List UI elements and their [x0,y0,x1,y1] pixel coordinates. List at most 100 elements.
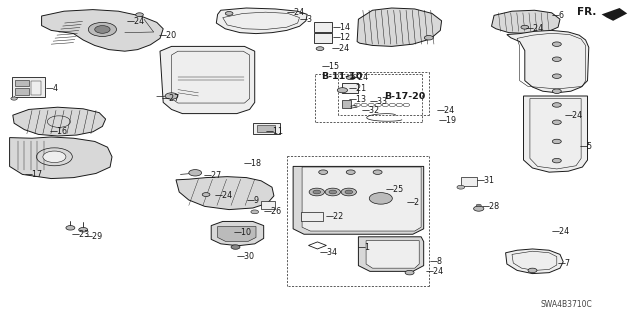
Bar [253,123,280,134]
Polygon shape [492,10,560,34]
Text: —15: —15 [321,62,339,71]
Circle shape [521,25,529,29]
Text: —10: —10 [234,228,252,237]
Circle shape [95,26,110,33]
Bar [261,201,275,209]
Circle shape [313,190,321,194]
Circle shape [552,120,561,124]
Circle shape [405,270,414,275]
Circle shape [79,228,88,232]
Circle shape [424,36,433,40]
Text: —14: —14 [333,23,351,32]
Circle shape [345,190,353,194]
Circle shape [341,188,356,196]
Text: —9: —9 [246,196,260,205]
Circle shape [189,170,202,176]
Text: —2: —2 [407,198,420,207]
Text: B-17-20: B-17-20 [384,92,425,101]
Text: —24: —24 [552,228,570,236]
Text: —24: —24 [436,106,454,115]
Text: —24: —24 [526,24,544,33]
Text: —16: —16 [50,127,68,136]
Text: —26: —26 [264,207,282,216]
Text: —22: —22 [325,212,344,221]
Polygon shape [342,100,351,108]
Text: —24: —24 [564,111,582,120]
Text: —24: —24 [426,267,444,276]
Text: —27: —27 [204,171,222,180]
Bar [342,83,358,93]
Bar [314,22,332,32]
Text: —7: —7 [558,259,572,268]
Text: —29: —29 [84,232,103,241]
Circle shape [329,190,337,194]
Circle shape [476,204,481,207]
Circle shape [225,12,233,15]
Text: —27: —27 [161,94,180,103]
Polygon shape [357,8,442,46]
Circle shape [457,185,465,189]
Bar [31,81,41,95]
Text: —8: —8 [430,257,443,266]
Bar [257,125,275,132]
Circle shape [231,245,240,249]
Circle shape [316,47,324,51]
Circle shape [136,13,143,17]
Polygon shape [358,237,424,271]
Circle shape [43,151,66,163]
Text: —25: —25 [385,185,404,194]
Polygon shape [13,107,106,136]
Circle shape [369,193,392,204]
Text: —31: —31 [477,176,495,185]
Circle shape [66,226,75,230]
Bar [12,77,45,97]
Bar [15,80,29,86]
Text: —32: —32 [362,106,380,115]
Polygon shape [42,10,163,51]
Text: —34: —34 [320,248,338,257]
Circle shape [309,188,324,196]
Circle shape [474,206,484,211]
Polygon shape [366,241,419,268]
Text: —24: —24 [287,8,305,17]
Circle shape [346,170,355,174]
Text: —23: —23 [72,230,90,239]
Text: —28: —28 [481,202,499,211]
Text: SWA4B3710C: SWA4B3710C [541,300,593,309]
Polygon shape [176,177,274,210]
Circle shape [11,97,17,100]
Circle shape [552,89,561,93]
Polygon shape [302,167,421,231]
Bar [15,88,29,95]
Text: B-11-10: B-11-10 [321,72,362,81]
Circle shape [552,158,561,163]
Polygon shape [216,8,307,34]
Text: —30: —30 [237,252,255,261]
Polygon shape [211,221,264,246]
Polygon shape [293,166,424,234]
Circle shape [552,42,561,46]
Circle shape [373,170,382,174]
Polygon shape [524,96,588,172]
Circle shape [528,268,537,273]
Text: —24: —24 [351,73,369,82]
Text: —6: —6 [552,11,564,20]
Circle shape [552,139,561,144]
Circle shape [552,57,561,61]
Polygon shape [160,46,255,114]
Bar [314,33,332,43]
Text: —19: —19 [438,116,456,124]
Text: —24: —24 [214,191,232,200]
Text: —11: —11 [266,127,284,136]
Circle shape [346,75,355,80]
Bar [461,177,477,186]
Circle shape [337,88,348,93]
Polygon shape [602,8,627,21]
Text: FR.: FR. [577,7,596,17]
Circle shape [251,210,259,214]
Text: —20: —20 [159,31,177,40]
Text: —24: —24 [127,17,145,26]
Text: —18: —18 [243,159,261,168]
Circle shape [202,193,210,196]
Text: —13: —13 [349,95,367,104]
